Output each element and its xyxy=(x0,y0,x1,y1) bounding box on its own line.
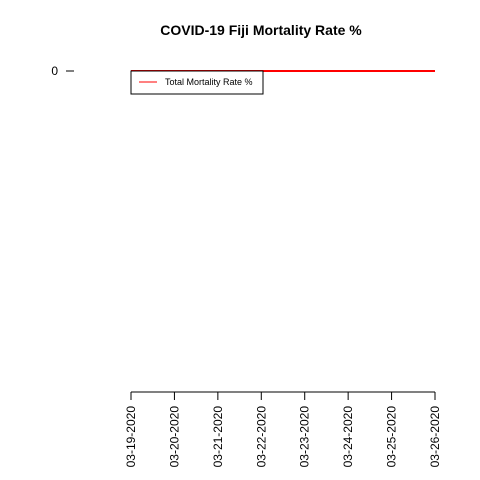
y-tick-label: 0 xyxy=(51,64,58,78)
x-tick-label: 03-20-2020 xyxy=(167,406,181,468)
x-tick-label: 03-26-2020 xyxy=(428,406,442,468)
legend-box xyxy=(130,70,264,95)
x-tick-label: 03-25-2020 xyxy=(385,406,399,468)
x-tick-label: 03-22-2020 xyxy=(254,406,268,468)
x-axis: 03-19-2020 03-20-2020 03-21-2020 03-22-2020… xyxy=(124,391,442,468)
x-tick-label: 03-23-2020 xyxy=(298,406,312,468)
chart-title: COVID-19 Fiji Mortality Rate % xyxy=(160,22,362,38)
x-tick-label: 03-24-2020 xyxy=(341,406,355,468)
x-tick-label: 03-21-2020 xyxy=(211,406,225,468)
legend: Total Mortality Rate % xyxy=(130,70,264,95)
y-axis: 0 xyxy=(51,64,74,78)
x-tick-label: 03-19-2020 xyxy=(124,406,138,468)
legend-label: Total Mortality Rate % xyxy=(165,77,253,87)
